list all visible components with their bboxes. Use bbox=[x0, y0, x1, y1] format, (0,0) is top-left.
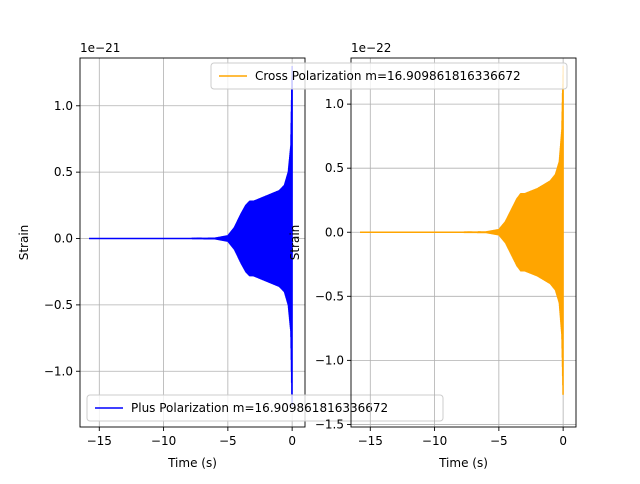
y-tick-label: −0.5 bbox=[315, 289, 344, 303]
y-tick-label: 0.5 bbox=[325, 161, 344, 175]
y-tick-label: 0.0 bbox=[54, 232, 73, 246]
x-tick-label: −15 bbox=[87, 434, 112, 448]
legend-label: Cross Polarization m=16.909861816336672 bbox=[255, 69, 521, 83]
axes-frame bbox=[79, 57, 306, 428]
legend-box bbox=[86, 394, 444, 422]
y-axis-label: Strain bbox=[288, 225, 302, 261]
x-tick-label: −5 bbox=[219, 434, 237, 448]
y-tick-label: −1.5 bbox=[315, 417, 344, 431]
y-tick-label: 0.5 bbox=[54, 165, 73, 179]
legend: Plus Polarization m=16.909861816336672 bbox=[86, 394, 444, 422]
y-tick-label: −0.5 bbox=[44, 298, 73, 312]
x-tick-label: −10 bbox=[151, 434, 176, 448]
cross-polarization-panel: −15 −10 −5 0 −1.5 −1.0 −0.5 0.0 0.5 1.0 Time (s) St… bbox=[210, 41, 577, 470]
x-tick-label: −10 bbox=[422, 434, 447, 448]
x-tick-label: −5 bbox=[490, 434, 508, 448]
y-axis-label: Strain bbox=[17, 225, 31, 261]
legend: Cross Polarization m=16.909861816336672 bbox=[210, 62, 568, 90]
x-axis-label: Time (s) bbox=[167, 456, 217, 470]
x-tick-label: 0 bbox=[288, 434, 296, 448]
y-tick-label: −1.0 bbox=[315, 353, 344, 367]
x-tick-label: −15 bbox=[358, 434, 383, 448]
plus-polarization-panel: −15 −10 −5 0 −1.0 −0.5 0.0 0.5 1.0 Time (s) Strain… bbox=[17, 41, 444, 470]
y-tick-label: 0.0 bbox=[325, 225, 344, 239]
waveform-line bbox=[88, 65, 293, 407]
legend-box bbox=[210, 62, 568, 90]
axis-offset-text: 1e−22 bbox=[351, 41, 391, 55]
x-tick-label: 0 bbox=[559, 434, 567, 448]
x-axis-label: Time (s) bbox=[438, 456, 488, 470]
waveform-line bbox=[359, 65, 564, 395]
y-tick-label: 1.0 bbox=[54, 99, 73, 113]
waveform-series bbox=[88, 65, 293, 407]
axis-offset-text: 1e−21 bbox=[80, 41, 120, 55]
y-tick-label: 1.0 bbox=[325, 97, 344, 111]
axes-frame bbox=[350, 57, 577, 428]
y-tick-label: −1.0 bbox=[44, 364, 73, 378]
legend-label: Plus Polarization m=16.909861816336672 bbox=[131, 401, 388, 415]
waveform-series bbox=[359, 65, 564, 395]
